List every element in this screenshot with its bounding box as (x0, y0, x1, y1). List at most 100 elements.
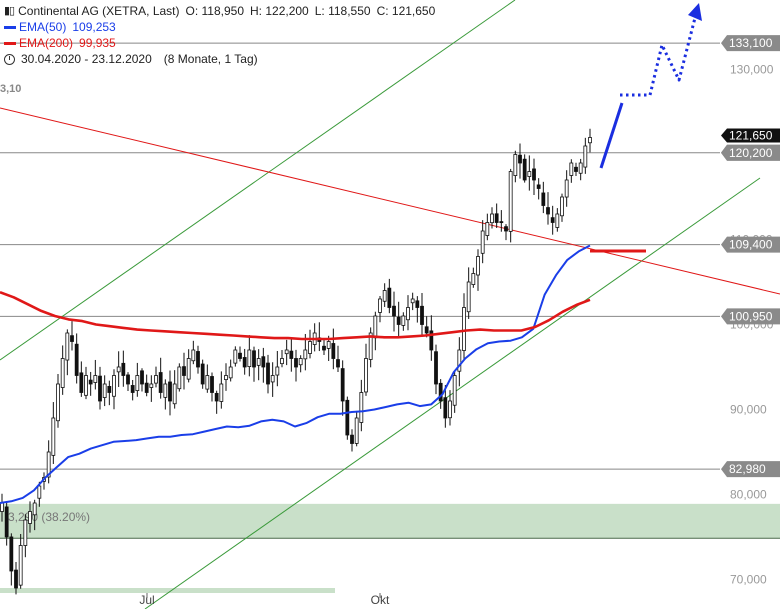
level-badge-label: 109,400 (729, 238, 773, 252)
candle-body (182, 366, 186, 376)
candle-body (364, 358, 368, 393)
candle-body (476, 256, 480, 276)
y-tick-label: 70,000 (730, 573, 767, 587)
candle-body (98, 375, 102, 402)
fib-note-label: 3,10 (0, 83, 21, 95)
candle-body (298, 358, 303, 366)
candle-body (18, 545, 23, 586)
candle-body (532, 168, 536, 181)
candle-body (294, 358, 298, 368)
projection-dotted-path (620, 13, 698, 97)
x-axis: Jul Okt (139, 593, 390, 607)
candle-body (546, 207, 550, 215)
candle-body (37, 485, 42, 499)
level-badge-label: 82,980 (729, 462, 766, 476)
ema200-swatch (4, 41, 16, 45)
candle-body (256, 358, 261, 366)
candle-body (588, 137, 592, 144)
candle-body (252, 350, 256, 368)
level-badge (721, 308, 780, 325)
candle-body (508, 171, 513, 232)
fib-zone (0, 503, 780, 539)
ema50-swatch (4, 25, 16, 29)
candle-body (574, 166, 578, 172)
candle-body (168, 381, 172, 402)
last-price-badge (721, 128, 780, 143)
candle-body (448, 400, 452, 419)
candle-body (214, 392, 219, 402)
candle-body (140, 370, 144, 385)
candle-body (354, 417, 359, 444)
candle-body (130, 385, 135, 393)
candle-body (387, 287, 392, 308)
candle-body (541, 192, 546, 206)
candle-body (382, 290, 387, 302)
candle-body (326, 341, 331, 349)
candle-body (163, 383, 168, 398)
candle-body (158, 372, 163, 393)
candle-body (228, 366, 233, 379)
candle-body (466, 281, 471, 313)
channel-lower-line (144, 177, 761, 609)
candle-body (266, 362, 270, 385)
candle-body (74, 343, 79, 376)
level-badge-label: 100,950 (729, 309, 773, 323)
legend-ema200-label: EMA(200) (19, 36, 74, 50)
level-badge-label: 133,100 (729, 36, 773, 50)
candle-body (406, 307, 410, 321)
candle-body (345, 399, 350, 436)
candle-body (578, 162, 583, 174)
legend-ema200-value: 99,935 (79, 36, 116, 50)
candle-body (172, 383, 177, 405)
candle-body (121, 362, 126, 376)
candlestick-icon: ▮▯ (4, 4, 15, 17)
y-axis: 70,00080,00090,000100,000110,000120,0001… (730, 63, 774, 587)
candle-body (303, 349, 308, 360)
x-tick-label: Jul (139, 593, 154, 607)
fib-zone-bar (0, 588, 335, 593)
candle-body (331, 343, 336, 359)
candle-body (280, 358, 284, 365)
candle-body (583, 145, 588, 168)
candle-body (79, 372, 84, 393)
candle-body (154, 375, 158, 384)
candle-body (200, 363, 205, 385)
candle-body (480, 230, 485, 254)
candle-body (392, 305, 396, 317)
candle-body (564, 179, 569, 198)
ema200-line (0, 290, 591, 341)
legend-title: Continental AG (XETRA, Last) (18, 4, 180, 18)
candle-body (261, 356, 266, 368)
candle-body (396, 316, 401, 325)
candle-body (518, 154, 522, 164)
candle-body (196, 351, 200, 368)
chart-legend: ▮▯ Continental AG (XETRA, Last) O: 118,9… (4, 3, 435, 67)
legend-close: C: 121,650 (376, 4, 436, 18)
candle-body (555, 213, 560, 228)
candle-body (238, 352, 242, 359)
candle-body (359, 392, 364, 423)
candle-body (378, 298, 382, 313)
candle-body (308, 341, 312, 354)
last-price-label: 121,650 (729, 128, 773, 142)
level-badges: 133,100 120,200 109,400 100,950 82,980 121,65… (721, 35, 780, 478)
legend-low: L: 118,550 (314, 4, 371, 18)
candle-body (536, 184, 541, 189)
candle-body (219, 383, 224, 402)
candle-body (0, 502, 4, 512)
candle-body (350, 434, 354, 444)
level-badge (721, 35, 780, 52)
level-badge (721, 236, 780, 253)
candle-body (340, 368, 345, 402)
candle-body (224, 375, 228, 381)
candle-body (88, 379, 93, 385)
candle-body (401, 315, 406, 326)
y-tick-label: 90,000 (730, 403, 767, 417)
candle-body (452, 375, 457, 406)
candle-body (205, 375, 210, 390)
candle-body (560, 196, 564, 217)
candle-body (569, 162, 574, 176)
candle-body (438, 382, 443, 402)
